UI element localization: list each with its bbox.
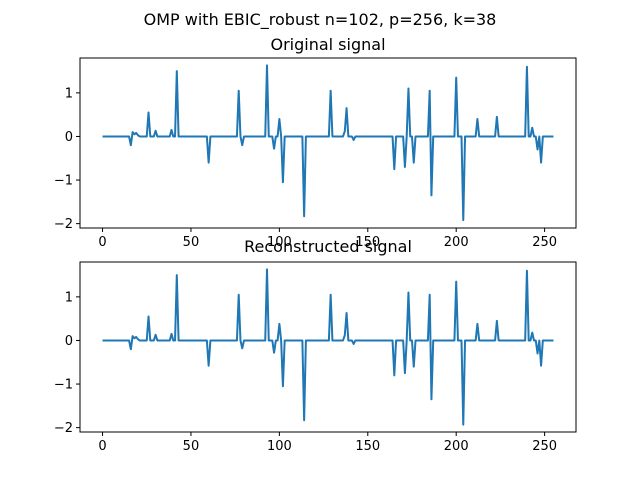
ytick-label-original-2: 0 xyxy=(65,130,73,145)
xtick-label-reconstructed-1: 50 xyxy=(183,439,200,454)
series-group-original xyxy=(102,64,554,222)
ytick-label-reconstructed-1: −1 xyxy=(54,378,73,393)
xtick-label-original-2: 100 xyxy=(267,235,292,250)
axes-title-original: Original signal xyxy=(270,35,385,54)
xtick-label-original-0: 0 xyxy=(98,235,106,250)
series-group-reconstructed xyxy=(102,268,554,426)
axes-reconstructed: 0 50 100 150 200 250 −2 −1 0 1 Reconstructed sign… xyxy=(54,237,577,454)
xtick-label-original-1: 50 xyxy=(183,235,200,250)
axes-title-reconstructed: Reconstructed signal xyxy=(244,237,412,256)
xtick-label-reconstructed-5: 250 xyxy=(532,439,557,454)
figure-suptitle: OMP with EBIC_robust n=102, p=256, k=38 xyxy=(144,10,497,30)
signal-line-reconstructed xyxy=(102,268,554,426)
ytick-label-reconstructed-2: 0 xyxy=(65,334,73,349)
ytick-label-reconstructed-3: 1 xyxy=(65,290,73,305)
axes-frame-reconstructed xyxy=(79,261,577,433)
xtick-label-reconstructed-2: 100 xyxy=(267,439,292,454)
ytick-label-original-1: −1 xyxy=(54,174,73,189)
xtick-label-original-5: 250 xyxy=(532,235,557,250)
tick-group-original: 0 50 100 150 200 250 −2 −1 0 1 xyxy=(54,86,557,250)
tick-group-reconstructed: 0 50 100 150 200 250 −2 −1 0 1 xyxy=(54,290,557,454)
signal-line-original xyxy=(102,64,554,222)
ytick-label-original-3: 1 xyxy=(65,86,73,101)
axes-original: Original signal 0 50 100 150 200 250 −2 −1 0 1 xyxy=(54,35,577,250)
ytick-label-reconstructed-0: −2 xyxy=(54,421,73,436)
axes-frame-original xyxy=(79,57,577,229)
xtick-label-original-3: 150 xyxy=(355,235,380,250)
xtick-label-reconstructed-4: 200 xyxy=(444,439,469,454)
xtick-label-original-4: 200 xyxy=(444,235,469,250)
xtick-label-reconstructed-3: 150 xyxy=(355,439,380,454)
xtick-label-reconstructed-0: 0 xyxy=(98,439,106,454)
ytick-label-original-0: −2 xyxy=(54,217,73,232)
